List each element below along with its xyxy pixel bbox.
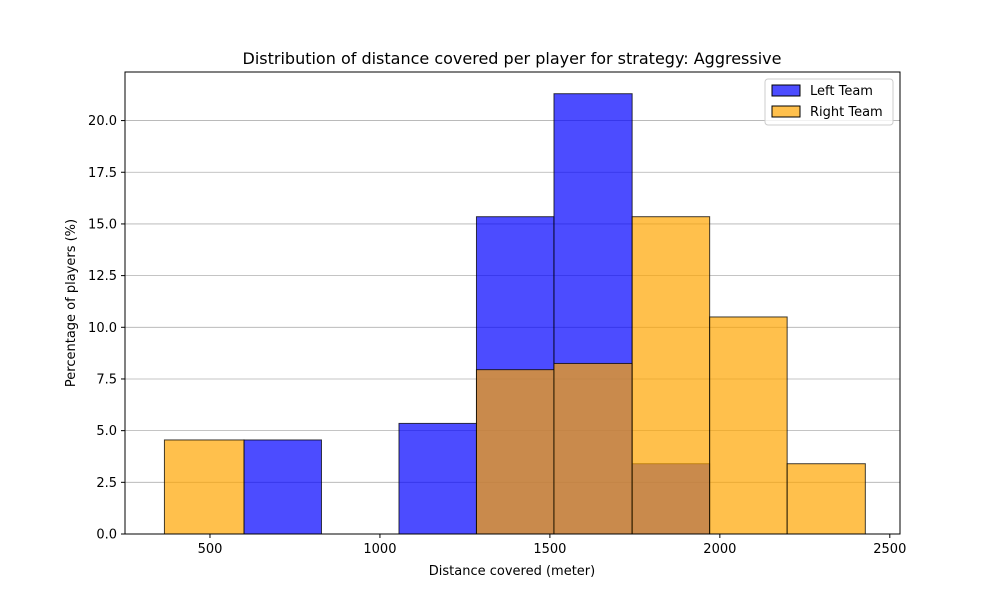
legend: Left Team Right Team (764, 78, 894, 126)
bar-right-team (709, 316, 788, 535)
x-tick-label: 2000 (703, 542, 736, 557)
x-tick-label: 1500 (533, 542, 566, 557)
x-tick-label: 1000 (363, 542, 396, 557)
bar-right-team (631, 216, 711, 535)
y-tick-label: 12.5 (88, 269, 117, 284)
bar-left-team (398, 422, 477, 535)
y-tick-label: 15.0 (88, 217, 117, 232)
x-tick-label: 500 (198, 542, 223, 557)
legend-swatch-left-team (771, 84, 801, 97)
x-axis-ticks: 500 1000 1500 2000 2500 (198, 534, 906, 557)
y-tick-label: 17.5 (88, 166, 117, 181)
legend-label-left-team: Left Team (810, 84, 873, 99)
bar-right-team (786, 463, 866, 535)
legend-label-right-team: Right Team (810, 105, 883, 120)
y-tick-label: 7.5 (96, 372, 117, 387)
y-axis-label: Percentage of players (%) (64, 219, 79, 387)
x-axis-label: Distance covered (meter) (429, 564, 595, 579)
axes-frame (124, 71, 901, 535)
y-tick-label: 20.0 (88, 114, 117, 129)
y-tick-label: 10.0 (88, 321, 117, 336)
bar-right-team (163, 439, 245, 535)
y-tick-label: 2.5 (96, 476, 117, 491)
bar-left-team (243, 439, 322, 535)
y-axis-ticks: 0.0 2.5 5.0 7.5 10.0 12.5 15.0 17.5 20.0 (88, 114, 125, 543)
chart-title: Distribution of distance covered per pla… (243, 49, 782, 68)
y-tick-label: 0.0 (96, 528, 117, 543)
x-tick-label: 2500 (873, 542, 906, 557)
bar-right-team (553, 362, 633, 535)
bars (163, 93, 866, 535)
legend-swatch-right-team (771, 105, 801, 118)
bar-right-team (475, 369, 555, 535)
y-tick-label: 5.0 (96, 424, 117, 439)
